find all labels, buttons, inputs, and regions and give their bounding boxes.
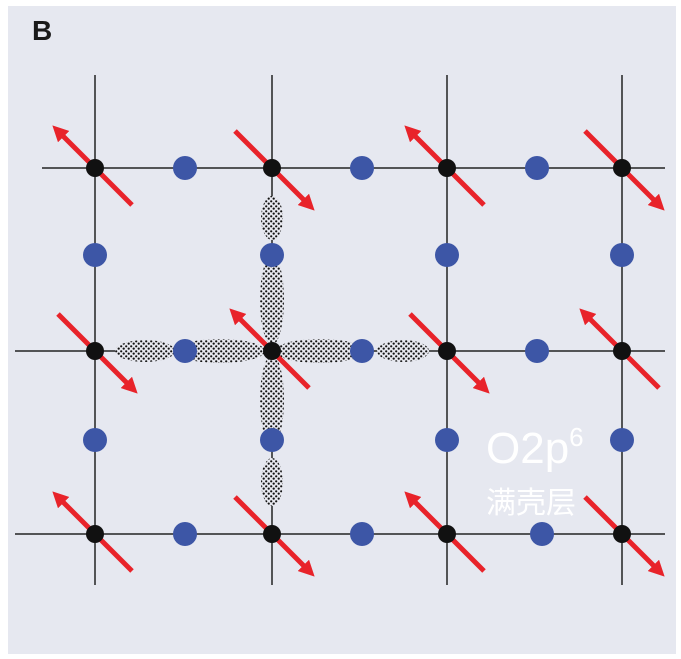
oxygen-site xyxy=(260,243,284,267)
oxygen-site xyxy=(173,339,197,363)
oxygen-site xyxy=(83,428,107,452)
oxygen-site xyxy=(610,243,634,267)
oxygen-site xyxy=(525,156,549,180)
copper-site xyxy=(86,342,104,360)
panel-label: B xyxy=(32,15,52,46)
oxygen-site xyxy=(173,522,197,546)
copper-site xyxy=(263,159,281,177)
orbital-lobe xyxy=(261,458,283,506)
copper-site xyxy=(438,525,456,543)
oxygen-site xyxy=(610,428,634,452)
panel-background xyxy=(8,6,676,654)
oxygen-site xyxy=(525,339,549,363)
oxygen-site xyxy=(173,156,197,180)
copper-site xyxy=(438,159,456,177)
orbital-name: O2p xyxy=(486,424,569,473)
orbital-lobe xyxy=(261,196,283,240)
oxygen-site xyxy=(435,243,459,267)
oxygen-site xyxy=(350,339,374,363)
oxygen-site xyxy=(530,522,554,546)
orbital-lobe xyxy=(115,340,175,362)
oxygen-site xyxy=(350,156,374,180)
copper-site xyxy=(613,525,631,543)
orbital-superscript: 6 xyxy=(569,422,583,452)
copper-site xyxy=(263,525,281,543)
oxygen-site xyxy=(350,522,374,546)
copper-site xyxy=(263,342,281,360)
orbital-label: O2p6 xyxy=(486,422,584,473)
copper-site xyxy=(438,342,456,360)
copper-site xyxy=(613,159,631,177)
copper-site xyxy=(86,525,104,543)
oxygen-site xyxy=(83,243,107,267)
orbital-caption: 满壳层 xyxy=(486,487,576,520)
orbital-lobe xyxy=(260,255,284,345)
oxygen-site xyxy=(435,428,459,452)
copper-site xyxy=(613,342,631,360)
oxygen-site xyxy=(260,428,284,452)
figure: B O2p6 满壳层 xyxy=(0,0,681,659)
copper-site xyxy=(86,159,104,177)
orbital-lobe xyxy=(377,340,429,362)
